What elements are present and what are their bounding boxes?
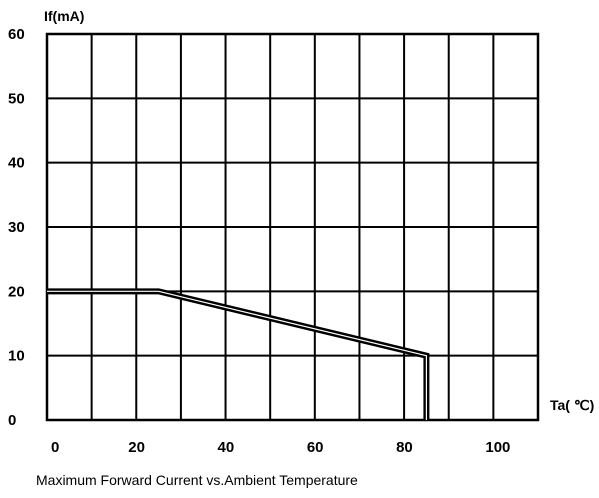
x-tick-label: 20	[128, 439, 145, 456]
y-tick-label: 40	[8, 155, 25, 172]
chart-caption: Maximum Forward Current vs.Ambient Tempe…	[36, 472, 358, 488]
x-tick-label: 100	[485, 439, 510, 456]
tick-labels: 0 10 20 30 40 50 60 0 20 40 60 80 100	[8, 26, 510, 456]
x-tick-label: 40	[218, 439, 235, 456]
x-axis-label: Ta( ℃)	[550, 397, 594, 413]
plot-frame	[45, 32, 540, 422]
series-line	[47, 290, 428, 420]
y-tick-label: 50	[8, 90, 25, 107]
data-series	[47, 288, 430, 420]
x-tick-label: 80	[396, 439, 413, 456]
y-tick-label: 10	[8, 348, 25, 365]
derating-chart: 0 10 20 30 40 50 60 0 20 40 60 80 100 If(mA) Ta( ℃)	[8, 8, 594, 456]
y-axis-label: If(mA)	[44, 8, 84, 24]
x-tick-label: 60	[307, 439, 324, 456]
y-tick-label: 0	[8, 412, 16, 429]
chart-axes	[45, 32, 540, 422]
chart-grid	[47, 34, 538, 420]
y-tick-label: 60	[8, 26, 25, 43]
y-tick-label: 30	[8, 219, 25, 236]
y-tick-label: 20	[8, 283, 25, 300]
x-tick-label: 0	[51, 439, 59, 456]
